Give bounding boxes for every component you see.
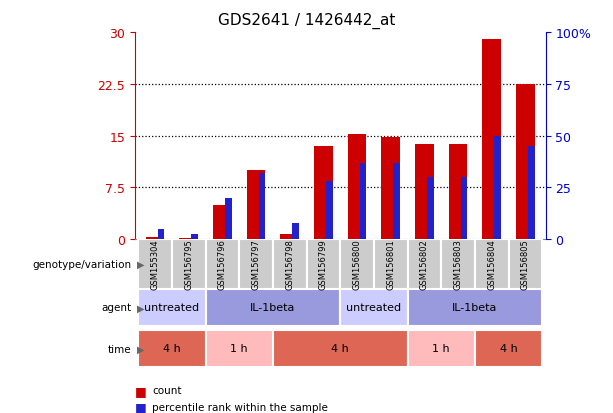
Text: 4 h: 4 h — [163, 343, 181, 353]
Bar — [213, 205, 232, 240]
Bar — [292, 223, 299, 240]
Bar — [281, 234, 299, 240]
Bar — [516, 85, 535, 240]
Text: ■: ■ — [135, 400, 147, 413]
Bar — [138, 330, 205, 368]
Text: count: count — [152, 385, 181, 395]
Bar — [408, 330, 475, 368]
Bar — [158, 229, 164, 240]
Text: genotype/variation: genotype/variation — [32, 259, 132, 269]
Text: ▶: ▶ — [137, 303, 144, 313]
Bar — [172, 240, 205, 289]
Bar — [482, 40, 501, 240]
Bar — [205, 330, 273, 368]
Text: ▶: ▶ — [137, 344, 144, 354]
Bar — [381, 138, 400, 240]
Bar — [449, 145, 467, 240]
Text: agent: agent — [102, 303, 132, 313]
Bar — [326, 182, 333, 240]
Bar — [306, 240, 340, 289]
Text: ▶: ▶ — [137, 259, 144, 269]
Bar — [475, 240, 509, 289]
Bar — [225, 198, 232, 240]
Bar — [273, 330, 408, 368]
Text: GSM156805: GSM156805 — [521, 239, 530, 290]
Text: untreated: untreated — [346, 302, 402, 312]
Bar — [374, 240, 408, 289]
Bar — [408, 289, 543, 326]
Bar — [340, 289, 408, 326]
Text: 1 h: 1 h — [432, 343, 450, 353]
Text: GSM156796: GSM156796 — [218, 239, 227, 290]
Bar — [273, 240, 306, 289]
Text: untreated: untreated — [144, 302, 199, 312]
Bar — [509, 240, 543, 289]
Text: 4 h: 4 h — [500, 343, 517, 353]
Text: GSM156798: GSM156798 — [285, 239, 294, 290]
Bar — [138, 244, 340, 285]
Bar — [348, 134, 367, 240]
Text: 4 h: 4 h — [332, 343, 349, 353]
Bar — [191, 235, 198, 240]
Bar — [408, 240, 441, 289]
Bar — [314, 147, 333, 240]
Text: wild type: wild type — [214, 259, 265, 268]
Bar — [394, 163, 400, 240]
Text: GSM156799: GSM156799 — [319, 239, 328, 290]
Bar — [138, 289, 205, 326]
Bar — [427, 178, 434, 240]
Bar — [360, 163, 367, 240]
Bar — [415, 145, 433, 240]
Text: GSM156804: GSM156804 — [487, 239, 496, 290]
Text: GSM156803: GSM156803 — [454, 239, 463, 290]
Bar — [340, 244, 543, 285]
Text: GSM156795: GSM156795 — [185, 239, 193, 290]
Bar — [146, 237, 164, 240]
Bar — [259, 173, 265, 240]
Bar — [205, 240, 239, 289]
Bar — [475, 330, 543, 368]
Bar — [441, 240, 475, 289]
Text: 1 h: 1 h — [230, 343, 248, 353]
Text: IRAK-4 mutant: IRAK-4 mutant — [402, 259, 481, 268]
Text: ■: ■ — [135, 384, 147, 397]
Bar — [205, 289, 340, 326]
Bar — [528, 147, 535, 240]
Text: percentile rank within the sample: percentile rank within the sample — [152, 402, 328, 412]
Text: GSM156801: GSM156801 — [386, 239, 395, 290]
Bar — [180, 238, 198, 240]
Text: IL-1beta: IL-1beta — [452, 302, 498, 312]
Bar — [247, 171, 265, 240]
Text: GSM156800: GSM156800 — [352, 239, 362, 290]
Text: GSM156802: GSM156802 — [420, 239, 429, 290]
Text: time: time — [108, 344, 132, 354]
Bar — [239, 240, 273, 289]
Text: GDS2641 / 1426442_at: GDS2641 / 1426442_at — [218, 12, 395, 28]
Bar — [461, 178, 468, 240]
Text: GSM155304: GSM155304 — [151, 239, 159, 290]
Bar — [495, 136, 501, 240]
Bar — [138, 240, 172, 289]
Text: GSM156797: GSM156797 — [251, 239, 261, 290]
Text: IL-1beta: IL-1beta — [250, 302, 295, 312]
Bar — [340, 240, 374, 289]
